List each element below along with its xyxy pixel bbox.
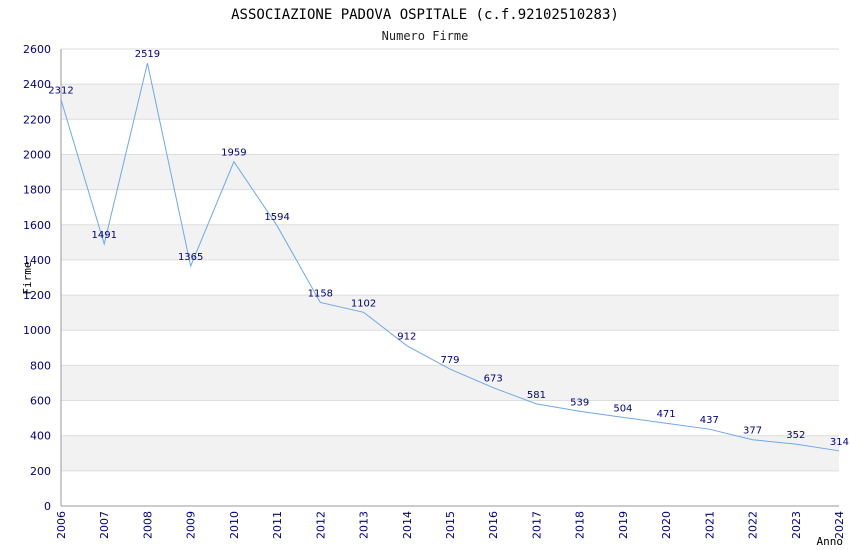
x-tick-label: 2016 [487, 511, 500, 539]
data-label: 1158 [308, 288, 333, 299]
series-line [60, 63, 840, 452]
y-tick-label: 2200 [23, 113, 51, 126]
data-label: 779 [440, 355, 459, 366]
plot-band [61, 435, 839, 471]
data-label: 377 [743, 426, 762, 437]
x-tick-label: 2015 [444, 511, 457, 539]
data-label: 1491 [91, 230, 116, 241]
x-tick-label: 2014 [401, 511, 414, 539]
data-label: 2312 [48, 86, 73, 97]
data-label: 437 [700, 415, 719, 426]
y-tick-label: 400 [30, 430, 51, 443]
y-tick-label: 1000 [23, 324, 51, 337]
y-tick-label: 800 [30, 359, 51, 372]
x-axis-label: Anno [817, 535, 844, 548]
x-tick-label: 2013 [358, 511, 371, 539]
data-label: 352 [786, 430, 805, 441]
y-tick-label: 2000 [23, 148, 51, 161]
x-tick-label: 2009 [185, 511, 198, 539]
data-label: 1959 [221, 148, 246, 159]
x-tick-label: 2006 [55, 511, 68, 539]
x-tick-label: 2018 [574, 511, 587, 539]
x-tick-label: 2008 [141, 511, 154, 539]
y-tick-label: 2600 [23, 43, 51, 56]
x-tick-label: 2023 [790, 511, 803, 539]
x-ticks: 2006 2007 2008 2009 2010 2011 2012 2013 2014 2015… [55, 511, 846, 539]
data-label: 1365 [178, 252, 203, 263]
y-tick-label: 1200 [23, 289, 51, 302]
x-tick-label: 2011 [271, 511, 284, 539]
chart-subtitle: Numero Firme [382, 29, 469, 43]
data-labels: 2312 1491 2519 1365 1959 1594 1158 1102 912 779 67… [48, 49, 849, 448]
x-tick-label: 2017 [530, 511, 543, 539]
y-tick-label: 200 [30, 465, 51, 478]
series-lines [60, 63, 840, 452]
plot-band [61, 84, 839, 120]
gridlines [61, 48, 839, 507]
y-tick-label: 1800 [23, 184, 51, 197]
x-tick-label: 2012 [314, 511, 327, 539]
x-tick-label: 2022 [747, 511, 760, 539]
data-label: 504 [613, 403, 632, 414]
data-label: 1594 [264, 212, 289, 223]
data-label: 581 [527, 390, 546, 401]
y-tick-label: 2400 [23, 78, 51, 91]
x-tick-label: 2024 [833, 511, 846, 539]
y-ticks: 0 200 400 600 800 1000 1200 1400 1600 1800 2000 220… [23, 43, 51, 513]
data-label: 2519 [135, 49, 160, 60]
y-tick-label: 1400 [23, 254, 51, 267]
data-label: 912 [397, 332, 416, 343]
plot-band [61, 365, 839, 401]
data-label: 673 [484, 374, 503, 385]
data-label: 314 [830, 437, 849, 448]
x-tick-label: 2021 [703, 511, 716, 539]
x-tick-label: 2007 [98, 511, 111, 539]
x-tick-label: 2019 [617, 511, 630, 539]
x-tick-label: 2010 [228, 511, 241, 539]
y-axis-label: Firme [21, 261, 34, 294]
data-label: 471 [657, 409, 676, 420]
plot-band [61, 224, 839, 260]
y-tick-label: 1600 [23, 219, 51, 232]
data-label: 1102 [351, 298, 376, 309]
plot-band [61, 295, 839, 331]
y-tick-label: 600 [30, 395, 51, 408]
y-tick-label: 0 [44, 500, 51, 513]
x-tick-label: 2020 [660, 511, 673, 539]
plot-band [61, 154, 839, 190]
plot-bands [61, 84, 839, 471]
chart-title: ASSOCIAZIONE PADOVA OSPITALE (c.f.921025… [231, 7, 619, 23]
data-label: 539 [570, 397, 589, 408]
